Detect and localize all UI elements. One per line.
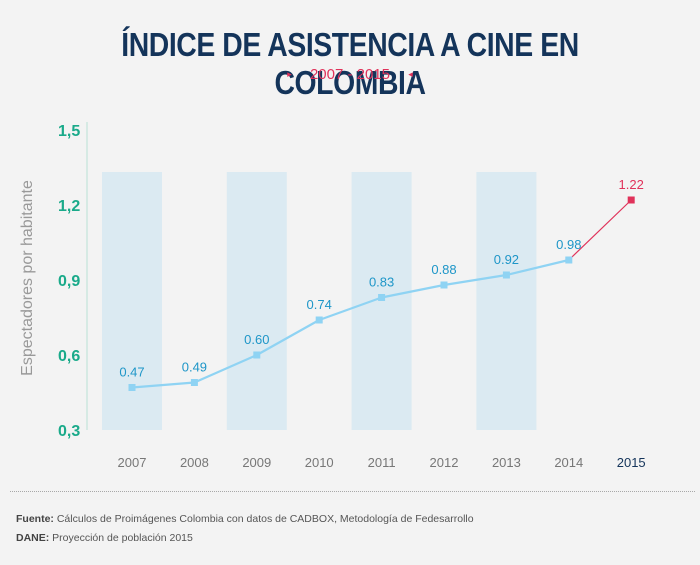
data-label-2009: 0.60	[244, 332, 269, 347]
data-point-2011	[378, 294, 386, 301]
source-line: Fuente: Cálculos de Proimágenes Colombia…	[16, 510, 474, 529]
x-tick-label-2007: 2007	[118, 455, 147, 470]
footer: Fuente: Cálculos de Proimágenes Colombia…	[16, 510, 474, 548]
data-point-2007	[128, 384, 136, 391]
source-text: Cálculos de Proimágenes Colombia con dat…	[56, 513, 474, 525]
data-label-2014: 0.98	[556, 237, 581, 252]
y-tick-label: 1,5	[58, 123, 80, 140]
y-tick-label: 1,2	[58, 198, 80, 215]
data-point-2014	[565, 256, 573, 264]
x-tick-label-2011: 2011	[368, 455, 396, 470]
line-segment	[506, 258, 570, 277]
line-segment	[131, 381, 195, 389]
x-tick-label-2008: 2008	[180, 455, 209, 470]
shaded-band-2007	[102, 172, 162, 430]
x-tick-label-2013: 2013	[492, 455, 521, 470]
line-segment	[381, 283, 445, 299]
data-label-2008: 0.49	[182, 360, 207, 375]
data-label-2007: 0.47	[119, 365, 144, 380]
line-segment	[318, 296, 382, 322]
y-tick-label: 0,6	[58, 348, 80, 365]
data-label-2010: 0.74	[307, 297, 332, 312]
y-tick-label: 0,9	[58, 273, 80, 290]
data-point-2013	[502, 271, 510, 279]
shaded-band-2009	[226, 172, 287, 430]
data-label-2011: 0.83	[369, 275, 394, 290]
x-tick-label-2015: 2015	[617, 455, 646, 470]
shaded-band-2013	[476, 172, 537, 430]
x-tick-label-2012: 2012	[430, 455, 459, 470]
data-point-2009	[253, 351, 261, 359]
line-segment	[193, 353, 258, 384]
data-label-2012: 0.88	[431, 262, 456, 277]
arrow-left-icon: ◂	[408, 69, 413, 79]
page-title: ÍNDICE DE ASISTENCIA A CINE EN COLOMBIA	[121, 26, 579, 101]
data-label-2015: 1.22	[619, 177, 644, 192]
data-point-2010	[315, 316, 323, 324]
x-tick-label-2009: 2009	[242, 455, 271, 470]
data-label-2013: 0.92	[494, 252, 519, 267]
line-segment	[256, 319, 320, 356]
arrow-right-icon: ▸	[287, 69, 292, 79]
y-tick-label: 0,3	[58, 423, 80, 440]
x-tick-label-2014: 2014	[554, 455, 583, 470]
data-point-2015	[627, 196, 635, 204]
subtitle-text: 2007 - 2015	[309, 66, 391, 83]
footer-divider	[10, 491, 695, 492]
dane-text: Proyección de población 2015	[52, 532, 193, 544]
y-axis-label: Espectadores por habitante	[19, 180, 36, 376]
line-segment	[443, 273, 507, 287]
data-point-2008	[190, 379, 198, 386]
dane-label: DANE:	[16, 532, 50, 544]
line-chart: 1,5 1,2 0,9 0,6 0,3 Espectadores por habitant…	[19, 122, 646, 470]
source-label: Fuente:	[16, 513, 54, 525]
dane-line: DANE: Proyección de población 2015	[16, 529, 474, 548]
data-point-2012	[440, 281, 448, 289]
subtitle: ▸ 2007 - 2015 ◂	[0, 66, 700, 83]
x-tick-label-2010: 2010	[305, 455, 334, 470]
line-segment	[568, 199, 632, 261]
